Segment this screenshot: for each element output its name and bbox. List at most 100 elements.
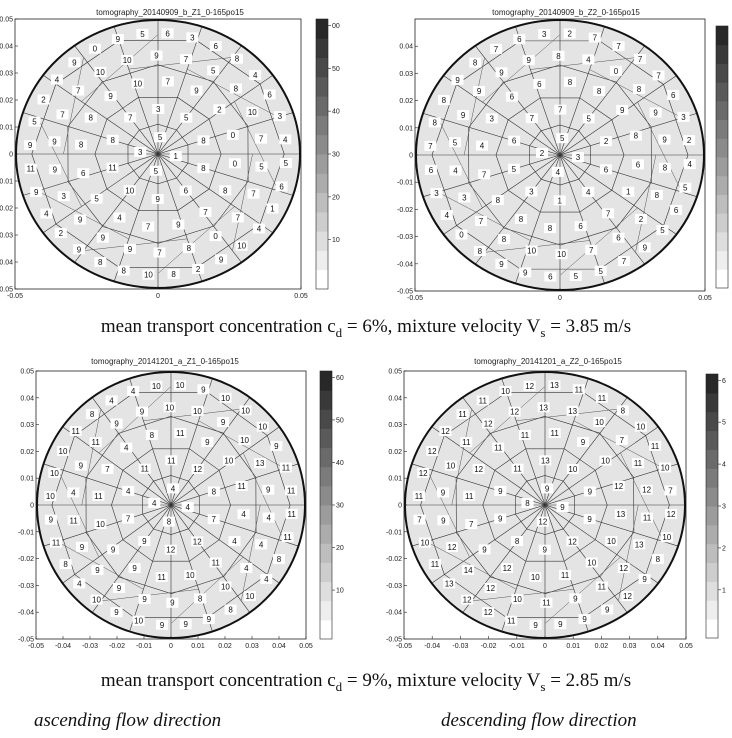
cell-value-label: 10 — [566, 464, 579, 475]
mesh-ring — [67, 64, 249, 244]
cell-value-bg — [622, 186, 635, 197]
cell-value-label: 5 — [582, 113, 595, 124]
cell-value: 13 — [616, 510, 625, 519]
cell-value-label: 10 — [94, 519, 107, 530]
cell-value-bg — [566, 536, 579, 547]
colorbar-step — [320, 600, 332, 621]
cell-value-bg — [576, 436, 589, 447]
cell-value-label: 5 — [136, 28, 149, 39]
cell-value-label: 7 — [122, 513, 135, 524]
cell-value: 11 — [288, 510, 297, 519]
cell-value-bg — [548, 427, 561, 438]
cell-value-bg — [507, 163, 520, 174]
cell-value-label: 9 — [583, 514, 596, 525]
cell-value: 9 — [558, 620, 563, 629]
cell-value-label: 9 — [74, 460, 87, 471]
cell-value: 12 — [484, 608, 493, 617]
cell-value-bg — [499, 385, 512, 396]
colorbar-step — [316, 57, 328, 78]
cell-value-bg — [191, 536, 204, 547]
cell-value: 10 — [568, 465, 577, 474]
cell-value-bg — [113, 212, 126, 223]
cell-value-bg — [505, 91, 518, 102]
cell-value: 9 — [573, 594, 578, 603]
cell-value: 9 — [527, 56, 532, 65]
cell-value-bg — [142, 269, 155, 280]
cell-value: 11 — [287, 486, 296, 495]
colorbar-step — [316, 269, 328, 290]
cell-value-label: 2 — [192, 263, 205, 274]
cell-value: 8 — [556, 52, 561, 61]
colorbar-step — [320, 505, 332, 525]
cell-value-label: 6 — [424, 164, 437, 175]
cell-value: 9 — [205, 438, 210, 447]
mesh-line — [482, 34, 560, 103]
cell-value-bg — [683, 135, 696, 146]
cell-value-bg — [457, 110, 470, 121]
cell-value: 2 — [639, 215, 644, 224]
cell-value: 10 — [176, 381, 185, 390]
mesh-line — [234, 101, 279, 191]
cell-value-bg — [75, 139, 88, 150]
cell-value-label: 10 — [48, 467, 61, 478]
cell-value-bg — [243, 591, 256, 602]
cell-value: 12 — [474, 465, 483, 474]
cell-value: 11 — [108, 164, 117, 173]
cell-value-bg — [519, 267, 532, 278]
cell-value-bg — [104, 91, 117, 102]
cell-value-label: 7 — [478, 169, 491, 180]
cell-value-label: 5 — [594, 265, 607, 276]
cell-value-bg — [634, 53, 647, 64]
cell-value-bg — [207, 65, 220, 76]
cell-value-bg — [120, 442, 133, 453]
cell-value-label: 7 — [664, 485, 677, 496]
cell-value-label: 9 — [519, 267, 532, 278]
cell-value-bg — [150, 380, 163, 391]
cell-value-bg — [582, 186, 595, 197]
mesh-line — [98, 386, 171, 454]
cell-value: 3 — [490, 114, 495, 123]
cell-value-label: 9 — [658, 134, 671, 145]
cell-value-label: 9 — [556, 502, 569, 513]
cell-value: 7 — [76, 87, 81, 96]
colorbar-step — [316, 38, 328, 59]
panel-title: tomography_20140909_b_Z1_0-165po15 — [96, 8, 244, 17]
cell-value-label: 4 — [683, 159, 696, 170]
colorbar-step — [706, 506, 718, 526]
cell-value: 8 — [110, 136, 115, 145]
y-tick-label: 0.04 — [0, 44, 13, 51]
cell-value: 9 — [266, 486, 271, 495]
cell-value-label: 11 — [460, 437, 473, 448]
colorbar-step — [316, 96, 328, 116]
cell-value: 10 — [587, 558, 596, 567]
cell-value-bg — [633, 539, 646, 550]
colorbar-step — [706, 430, 718, 450]
cell-value: 7 — [251, 190, 256, 199]
colorbar-step — [716, 175, 728, 195]
cell-value: 9 — [79, 462, 84, 471]
cell-value: 6 — [510, 93, 515, 102]
cell-value-label: 5 — [207, 65, 220, 76]
cell-value-bg — [609, 65, 622, 76]
cell-value: 5 — [158, 133, 163, 142]
cell-value-bg — [273, 554, 286, 565]
cell-value-label: 10 — [56, 445, 69, 456]
cell-value: 4 — [131, 387, 136, 396]
cell-value-label: 5 — [28, 116, 41, 127]
cell-value-label: 5 — [569, 271, 582, 282]
mesh-ring — [127, 123, 189, 185]
cell-value-label: 11 — [476, 395, 489, 406]
cell-value-bg — [67, 487, 80, 498]
cell-value-bg — [124, 243, 137, 254]
y-tick-label: 0.01 — [20, 476, 34, 483]
cell-value: 11 — [282, 463, 291, 472]
cell-value-label: 9 — [541, 483, 554, 494]
colorbar-step — [706, 449, 718, 469]
cell-value-bg — [240, 562, 253, 573]
cell-value-label: 10 — [238, 434, 251, 445]
cell-value-label: 11 — [649, 440, 662, 451]
cell-value: 7 — [60, 110, 65, 119]
cell-value-bg — [124, 112, 137, 123]
cell-value-label: 9 — [73, 244, 86, 255]
colorbar-step — [316, 154, 328, 174]
